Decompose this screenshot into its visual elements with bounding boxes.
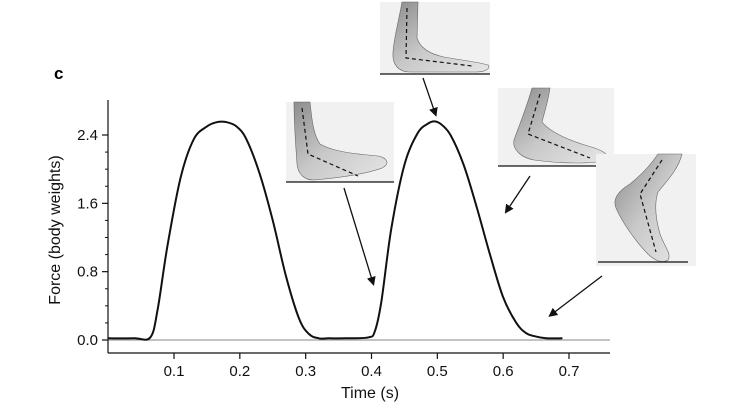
y-axis-title: Force (body weights)	[47, 155, 64, 304]
force-curve	[108, 120, 563, 341]
annotation-arrow-foot-heel-rise	[504, 175, 531, 214]
x-ticks: 0.1 0.2 0.3 0.4 0.5 0.6 0.7	[164, 353, 580, 380]
x-tick-label: 0.1	[164, 363, 185, 380]
x-axis-title: Time (s)	[341, 385, 399, 402]
y-tick-label: 1.6	[77, 195, 98, 212]
annotation-arrows	[343, 77, 603, 317]
series-layer	[108, 120, 563, 341]
foot-flat-loading-image	[379, 1, 491, 75]
panel-label: c	[54, 64, 63, 83]
x-tick-label: 0.5	[427, 363, 448, 380]
x-tick-label: 0.3	[295, 363, 316, 380]
foot-toe-off-image	[595, 153, 697, 267]
y-tick-label: 0.0	[77, 332, 98, 349]
foot-heel-strike-image	[285, 101, 395, 183]
annotation-arrow-foot-flat-loading	[422, 77, 438, 117]
x-tick-label: 0.4	[361, 363, 382, 380]
x-tick-label: 0.7	[559, 363, 580, 380]
y-tick-label: 0.8	[77, 264, 98, 281]
x-tick-label: 0.2	[229, 363, 250, 380]
y-tick-label: 2.4	[77, 127, 98, 144]
annotation-arrow-foot-heel-strike	[343, 187, 376, 286]
y-ticks: 0.0 0.8 1.6 2.4	[77, 127, 108, 349]
annotation-arrow-foot-toe-off	[548, 275, 603, 317]
y-minor-ticks	[105, 151, 108, 324]
x-tick-label: 0.6	[493, 363, 514, 380]
